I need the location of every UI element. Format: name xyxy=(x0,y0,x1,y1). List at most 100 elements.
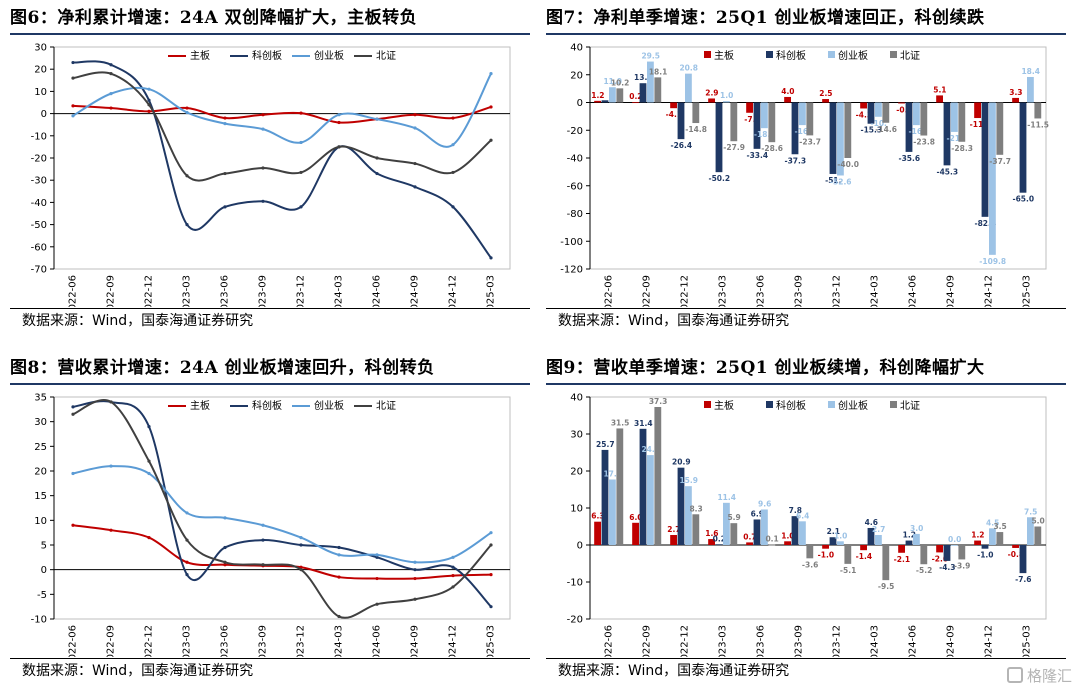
bar xyxy=(594,521,601,545)
bar xyxy=(1019,102,1027,193)
y-tick-label: -50 xyxy=(31,220,47,231)
bar xyxy=(753,519,761,545)
legend-swatch xyxy=(766,401,773,408)
data-label: 6.4 xyxy=(796,511,809,520)
data-label: 1.2 xyxy=(591,91,604,100)
source-note: 数据来源：Wind，国泰海通证券研究 xyxy=(546,658,1066,682)
x-tick-label: 2023-09 xyxy=(794,625,805,657)
panel-title: 图6：净利累计增速：24A 双创降幅扩大，主板转负 xyxy=(10,8,418,28)
y-tick-label: -100 xyxy=(560,237,583,248)
x-tick-label: 2022-06 xyxy=(68,625,79,657)
x-tick-label: 2022-09 xyxy=(642,625,653,657)
data-point xyxy=(375,156,379,160)
data-label: -26.4 xyxy=(670,141,692,150)
data-point xyxy=(109,92,113,96)
data-label: -0. xyxy=(896,105,907,114)
bar-chart-net-profit-quarterly: 40 20 0 -20 -40 -60 -80 -100 -120 2022-06 2022-09 2… xyxy=(560,43,1049,308)
data-point xyxy=(147,103,151,107)
data-point xyxy=(489,105,493,109)
x-tick-label: 2022-09 xyxy=(106,625,117,657)
bar xyxy=(806,545,814,559)
x-tick-label: 2025-03 xyxy=(1022,275,1033,307)
data-point xyxy=(413,560,417,564)
data-label: -11. xyxy=(970,120,987,129)
bar xyxy=(974,540,981,545)
data-point xyxy=(489,573,493,577)
legend-label: 主板 xyxy=(714,49,734,62)
data-label: 1.0 xyxy=(781,531,794,540)
watermark: 格隆汇 xyxy=(1006,665,1072,685)
bar xyxy=(685,486,692,545)
data-point xyxy=(109,528,113,532)
x-tick-label: 2022-06 xyxy=(604,275,615,307)
x-tick-label: 2024-03 xyxy=(870,625,881,657)
data-point xyxy=(261,523,265,527)
bar xyxy=(844,102,852,158)
y-tick-label: 30 xyxy=(570,430,583,441)
data-label: 18.4 xyxy=(1021,67,1040,76)
data-label: 0.2 xyxy=(713,534,726,543)
x-tick-label: 2023-06 xyxy=(220,275,231,307)
x-tick-label: 2023-06 xyxy=(220,625,231,657)
data-point xyxy=(375,171,379,176)
data-label: -28.3 xyxy=(951,144,973,153)
data-label: -16. xyxy=(909,127,926,136)
data-point xyxy=(337,145,341,149)
data-point xyxy=(451,565,455,569)
bar xyxy=(905,540,913,545)
data-label: -40.0 xyxy=(837,160,859,169)
bar xyxy=(799,521,806,545)
data-label: -27.9 xyxy=(723,143,745,152)
data-label: -15.3 xyxy=(860,126,882,135)
bar xyxy=(936,95,943,103)
panel-net-profit-cumulative: 图6：净利累计增速：24A 双创降幅扩大，主板转负 30 20 10 0 -10 -20 -… xyxy=(10,4,530,344)
series-line xyxy=(72,465,492,564)
bar xyxy=(989,102,996,255)
data-point xyxy=(375,553,379,557)
bar xyxy=(920,545,928,565)
bar xyxy=(730,523,738,545)
y-tick-label: -30 xyxy=(31,176,47,187)
panel-title: 图9：营收单季增速：25Q1 创业板续增，科创降幅扩大 xyxy=(546,358,985,378)
data-label: 37.3 xyxy=(649,397,668,406)
title-rule xyxy=(546,33,1066,35)
data-label: -18.5 xyxy=(754,130,776,139)
data-point xyxy=(413,126,417,130)
data-point xyxy=(489,72,493,76)
y-tick-label: 20 xyxy=(570,70,583,81)
title-rule xyxy=(10,383,530,385)
y-tick-label: 30 xyxy=(34,417,47,428)
bar xyxy=(875,102,882,117)
x-tick-label: 2024-09 xyxy=(946,625,957,657)
data-label: -4.3 xyxy=(939,563,955,572)
data-label: -2.0 xyxy=(932,554,948,563)
title-rule xyxy=(546,383,1066,385)
data-label: -45.3 xyxy=(936,167,958,176)
data-point xyxy=(299,205,303,209)
legend-swatch xyxy=(890,401,897,408)
data-point xyxy=(451,573,455,578)
data-label: 2.7 xyxy=(872,525,885,534)
data-point xyxy=(223,563,227,567)
y-tick-label: 10 xyxy=(570,504,583,515)
data-point xyxy=(71,471,75,476)
data-label: 15.9 xyxy=(679,476,698,485)
legend-label: 主板 xyxy=(190,399,210,412)
y-tick-label: 0 xyxy=(41,109,47,120)
bar xyxy=(654,406,662,545)
data-label: -5.2 xyxy=(916,566,932,575)
data-label: 18.1 xyxy=(649,67,668,76)
x-tick-label: 2022-06 xyxy=(604,625,615,657)
data-point xyxy=(489,543,493,547)
y-tick-label: -20 xyxy=(567,615,583,626)
data-label: 1.2 xyxy=(903,531,916,540)
bar xyxy=(761,509,768,545)
data-label: 20.9 xyxy=(672,458,691,467)
bar xyxy=(791,516,799,545)
data-point xyxy=(337,113,341,117)
bar xyxy=(768,544,776,546)
data-point xyxy=(337,120,341,125)
bar xyxy=(753,102,761,149)
plot-frame xyxy=(53,396,511,620)
series-line xyxy=(72,399,492,619)
